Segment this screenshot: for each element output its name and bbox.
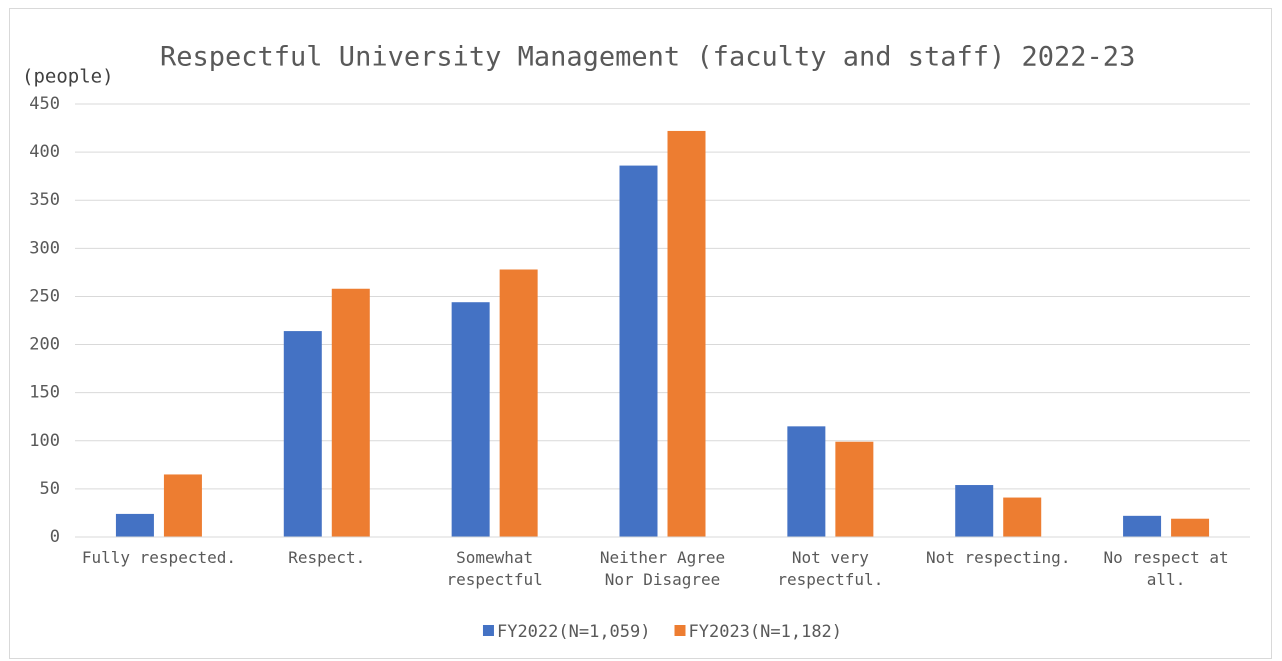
- bar: [499, 269, 538, 537]
- bar: [1123, 515, 1162, 537]
- x-tick-label: Fully respected.: [81, 548, 236, 567]
- y-tick-label: 300: [29, 238, 60, 258]
- y-tick-label: 400: [29, 142, 60, 162]
- chart-title: Respectful University Management (facult…: [160, 42, 1135, 73]
- legend-swatch: [674, 625, 686, 636]
- bar: [331, 288, 370, 537]
- bar: [955, 485, 994, 537]
- y-tick-label: 150: [29, 383, 60, 403]
- y-tick-label: 350: [29, 190, 60, 210]
- x-tick-label: No respect at all.: [1103, 548, 1229, 589]
- x-tick-label: Respect.: [288, 548, 366, 567]
- y-axis-label: (people): [22, 66, 114, 88]
- x-tick-label: Somewhat respectful: [446, 548, 543, 589]
- y-tick-label: 250: [29, 286, 60, 306]
- bar: [787, 426, 826, 537]
- bar: [619, 165, 658, 538]
- bar: [667, 130, 706, 538]
- x-tick-label: Neither Agree Nor Disagree: [599, 548, 726, 589]
- legend-label: FY2022(N=1,059): [497, 622, 651, 642]
- x-tick-label: Not very respectful.: [777, 548, 884, 589]
- y-tick-label: 0: [50, 527, 60, 547]
- bar: [115, 513, 154, 537]
- y-tick-label: 200: [29, 335, 60, 355]
- bar: [1171, 518, 1210, 537]
- y-tick-label: 100: [29, 431, 60, 451]
- bar: [1003, 497, 1042, 537]
- y-tick-label: 50: [40, 479, 60, 499]
- legend-label: FY2023(N=1,182): [689, 622, 843, 642]
- y-tick-label: 450: [29, 94, 60, 114]
- legend-swatch: [482, 625, 494, 636]
- x-tick-label: Not respecting.: [925, 548, 1071, 567]
- bar: [283, 331, 322, 537]
- bar: [835, 441, 874, 537]
- bar: [451, 302, 490, 537]
- bar: [163, 474, 202, 537]
